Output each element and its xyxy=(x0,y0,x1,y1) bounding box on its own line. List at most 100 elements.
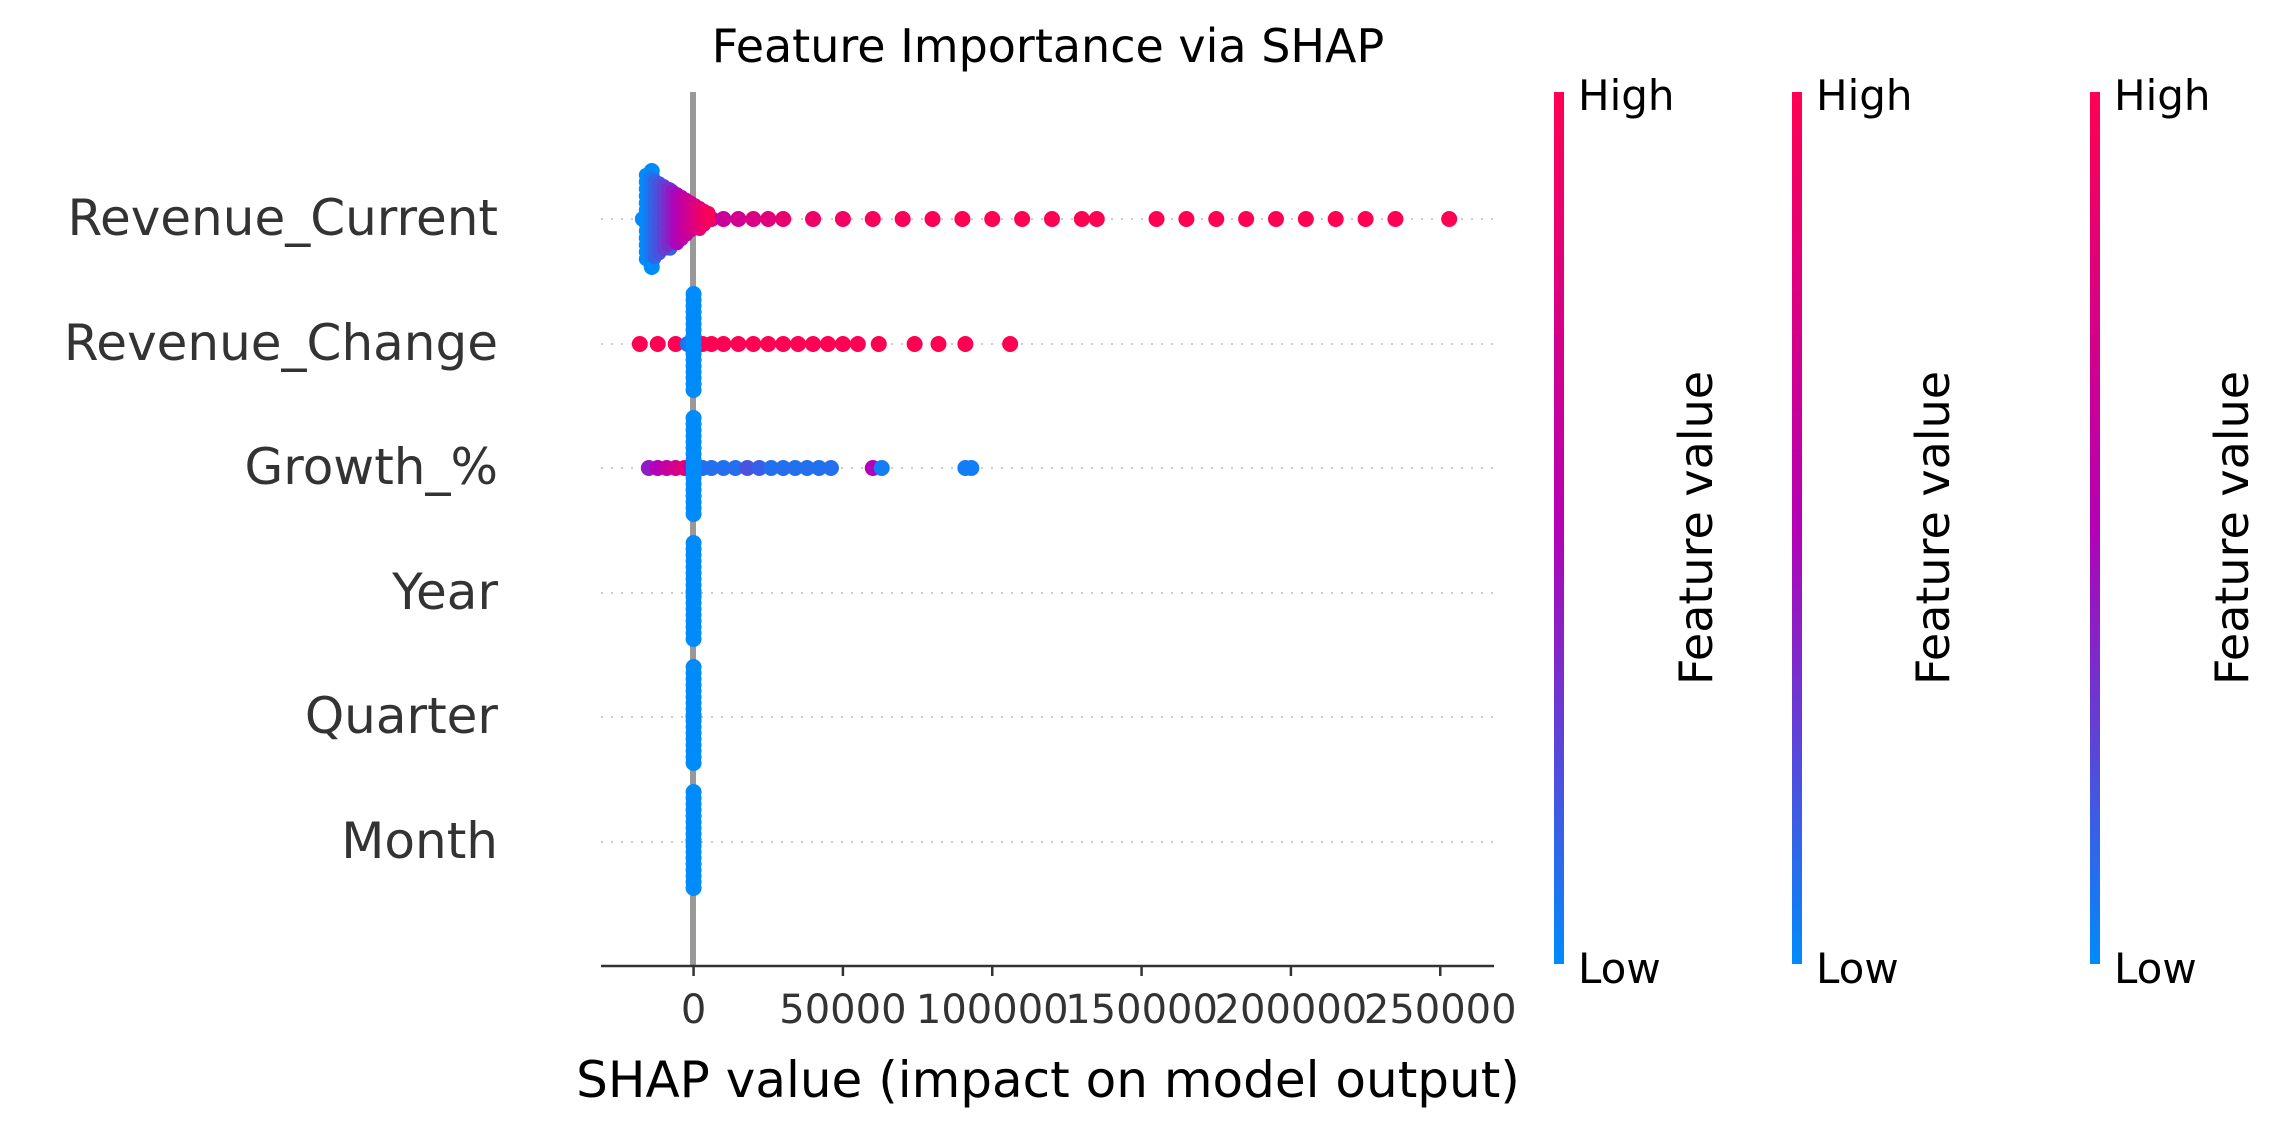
shap-point xyxy=(685,755,702,771)
shap-point xyxy=(751,460,768,476)
feature-label: Revenue_Current xyxy=(67,189,498,247)
shap-point xyxy=(727,460,744,476)
shap-point xyxy=(760,336,777,352)
shap-point xyxy=(1208,211,1225,227)
colorbar-label: Feature value xyxy=(1906,371,1960,685)
feature-row-points xyxy=(640,410,980,522)
shap-point xyxy=(1387,211,1404,227)
shap-point xyxy=(631,336,648,352)
shap-point xyxy=(775,460,792,476)
feature-label: Revenue_Change xyxy=(64,314,498,372)
shap-point xyxy=(954,211,971,227)
shap-point xyxy=(1014,211,1031,227)
shap-point xyxy=(790,336,807,352)
shap-point xyxy=(799,460,816,476)
colorbar-low-label: Low xyxy=(2114,944,2197,993)
shap-point xyxy=(739,460,756,476)
shap-point xyxy=(730,336,747,352)
feature-row-points xyxy=(685,535,702,647)
shap-point xyxy=(775,211,792,227)
shap-point xyxy=(957,336,974,352)
shap-point xyxy=(1238,211,1255,227)
shap-point xyxy=(924,211,941,227)
shap-point xyxy=(805,211,822,227)
x-tick-label: 0 xyxy=(681,987,706,1033)
feature-row-points xyxy=(685,659,702,771)
shap-point xyxy=(1297,211,1314,227)
shap-point xyxy=(775,336,792,352)
colorbar-gradient xyxy=(1792,92,1802,964)
shap-point xyxy=(730,211,747,227)
shap-point xyxy=(701,213,716,227)
shap-point xyxy=(819,336,836,352)
feature-label: Month xyxy=(341,812,498,870)
shap-point xyxy=(715,460,732,476)
shap-point xyxy=(906,336,923,352)
shap-point xyxy=(685,506,702,522)
shap-point xyxy=(1178,211,1195,227)
x-tick-label: 250000 xyxy=(1364,987,1517,1033)
shap-point xyxy=(787,460,804,476)
chart-title: Feature Importance via SHAP xyxy=(712,19,1384,73)
colorbar-high-label: High xyxy=(2114,71,2211,120)
shap-point xyxy=(685,880,702,896)
colorbar: High Low Feature value xyxy=(2090,71,2259,993)
colorbar-low-label: Low xyxy=(1578,944,1661,993)
shap-point xyxy=(811,460,828,476)
shap-point xyxy=(1267,211,1284,227)
shap-point xyxy=(1073,211,1090,227)
colorbar-label: Feature value xyxy=(2205,371,2259,685)
colorbar-high-label: High xyxy=(1816,71,1913,120)
shap-point xyxy=(745,336,762,352)
shap-point xyxy=(1357,211,1374,227)
feature-label: Year xyxy=(391,563,498,621)
feature-row-points xyxy=(634,163,1458,275)
shap-point xyxy=(685,382,702,398)
shap-point xyxy=(667,336,684,352)
shap-point xyxy=(822,460,839,476)
shap-point xyxy=(703,460,720,476)
shap-point xyxy=(760,211,777,227)
colorbar-gradient xyxy=(1554,92,1564,964)
x-tick-label: 150000 xyxy=(1065,987,1218,1033)
shap-point xyxy=(930,336,947,352)
shap-point xyxy=(1043,211,1060,227)
colorbar-label: Feature value xyxy=(1669,371,1723,685)
shap-point xyxy=(963,460,980,476)
colorbar: High Low Feature value xyxy=(1792,71,1960,993)
shap-point xyxy=(894,211,911,227)
shap-point xyxy=(745,211,762,227)
shap-point xyxy=(870,336,887,352)
shap-point xyxy=(984,211,1001,227)
shap-point xyxy=(703,336,720,352)
shap-point xyxy=(715,211,732,227)
colorbar: High Low Feature value xyxy=(1554,71,1723,993)
feature-row-points xyxy=(631,286,1019,398)
shap-point xyxy=(849,336,866,352)
shap-point xyxy=(1002,336,1019,352)
shap-point xyxy=(1327,211,1344,227)
shap-point xyxy=(715,336,732,352)
feature-row-points xyxy=(685,784,702,896)
shap-point xyxy=(1441,211,1458,227)
colorbar-gradient xyxy=(2090,92,2100,964)
shap-point xyxy=(805,336,822,352)
shap-point xyxy=(763,460,780,476)
colorbar-low-label: Low xyxy=(1816,944,1899,993)
shap-point xyxy=(1148,211,1165,227)
feature-label: Quarter xyxy=(305,687,499,745)
x-tick-label: 50000 xyxy=(779,987,906,1033)
shap-point xyxy=(864,211,881,227)
feature-label: Growth_% xyxy=(245,438,499,496)
shap-point xyxy=(1088,211,1105,227)
shap-point xyxy=(873,460,890,476)
colorbar-high-label: High xyxy=(1578,71,1675,120)
shap-point xyxy=(685,631,702,647)
x-tick-label: 200000 xyxy=(1215,987,1368,1033)
x-axis-label: SHAP value (impact on model output) xyxy=(576,1051,1520,1109)
shap-point xyxy=(649,336,666,352)
shap-point xyxy=(834,336,851,352)
shap-point xyxy=(834,211,851,227)
x-tick-label: 100000 xyxy=(916,987,1069,1033)
